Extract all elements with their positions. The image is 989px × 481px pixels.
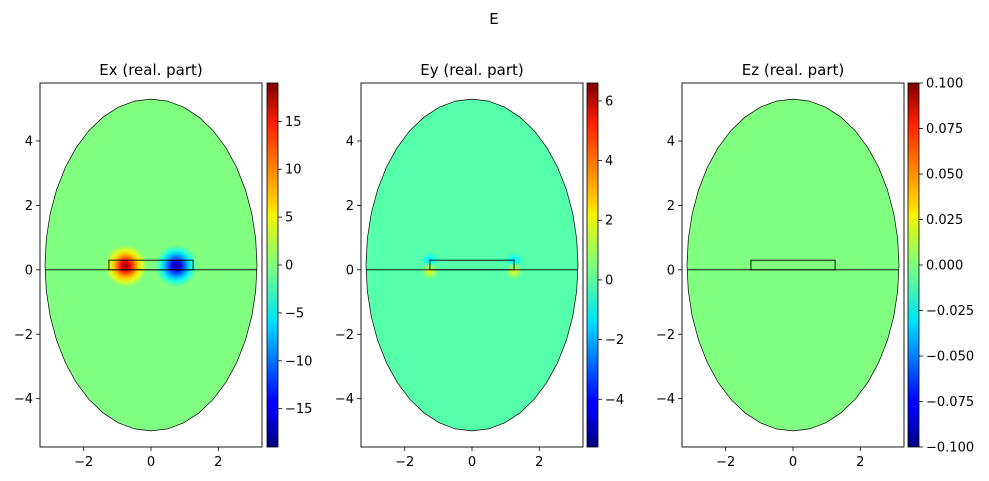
panel-title: Ey (real. part) bbox=[420, 61, 524, 79]
colorbar-tick-label: −15 bbox=[285, 402, 312, 417]
colorbar-tick-label: 6 bbox=[605, 94, 613, 109]
x-tick-label: 0 bbox=[468, 455, 476, 470]
panel-title: Ez (real. part) bbox=[742, 61, 845, 79]
y-tick-label: 0 bbox=[346, 263, 354, 278]
y-tick-label: 2 bbox=[667, 199, 675, 214]
field-map bbox=[366, 99, 578, 431]
y-tick-label: 4 bbox=[346, 134, 354, 149]
waveguide-outline bbox=[108, 259, 194, 271]
colorbar: 15 10 5 0 −5 −10 −15 bbox=[266, 82, 312, 448]
panel-3: Ez (real. part) −2 0 2 4 2 0 −2 −4 0.100 0.075 0.05… bbox=[656, 61, 974, 470]
field-peak bbox=[419, 262, 440, 281]
waveguide-outline bbox=[429, 259, 515, 271]
domain-outline bbox=[44, 98, 258, 432]
colorbar-tick-label: −10 bbox=[285, 354, 312, 369]
x-tick-label: 2 bbox=[535, 455, 543, 470]
field-peak bbox=[504, 262, 525, 281]
x-tick-label: 2 bbox=[856, 455, 864, 470]
panel-1: Ex (real. part) −2 0 2 4 2 0 −2 −4 15 10 5 0 −5 −10 −15 bbox=[14, 61, 313, 470]
colorbar-tick-label: 0.000 bbox=[926, 259, 963, 274]
colorbar-tick-label: 5 bbox=[285, 211, 293, 226]
panel-title: Ex (real. part) bbox=[99, 61, 203, 79]
field-background bbox=[687, 99, 899, 431]
colorbar-tick-label: −0.100 bbox=[926, 441, 974, 456]
colorbar-tick-label: −4 bbox=[605, 393, 624, 408]
y-tick-label: −2 bbox=[656, 328, 675, 343]
x-tick-label: 0 bbox=[147, 455, 155, 470]
colorbar-tick-label: 4 bbox=[605, 154, 613, 169]
colorbar-tick-label: 2 bbox=[605, 214, 613, 229]
y-tick-label: 2 bbox=[25, 199, 33, 214]
field-background bbox=[45, 99, 257, 431]
x-tick-label: −2 bbox=[74, 455, 93, 470]
colorbar-tick-label: −2 bbox=[605, 333, 624, 348]
field-background bbox=[366, 99, 578, 431]
y-tick-label: −2 bbox=[335, 328, 354, 343]
x-tick-label: 0 bbox=[789, 455, 797, 470]
domain-outline bbox=[686, 98, 900, 432]
panel-2: Ey (real. part) −2 0 2 4 2 0 −2 −4 6 4 2 0 −2 −4 bbox=[335, 61, 624, 470]
figure-title: E bbox=[489, 10, 498, 28]
colorbar-gradient bbox=[586, 82, 599, 448]
field-map bbox=[687, 99, 899, 431]
colorbar-tick-label: −0.050 bbox=[926, 350, 974, 365]
colorbar-tick-label: 0.050 bbox=[926, 168, 963, 183]
domain-outline bbox=[365, 98, 579, 432]
colorbar-tick-label: 0.075 bbox=[926, 122, 963, 137]
colorbar-tick-label: −5 bbox=[285, 306, 304, 321]
colorbar-tick-label: −0.075 bbox=[926, 395, 974, 410]
y-tick-label: 4 bbox=[25, 134, 33, 149]
x-tick-label: 2 bbox=[214, 455, 222, 470]
y-tick-label: 0 bbox=[25, 263, 33, 278]
colorbar-tick-label: −0.025 bbox=[926, 304, 974, 319]
colorbar-tick-label: 0.025 bbox=[926, 213, 963, 228]
colorbar-gradient bbox=[266, 82, 279, 448]
y-tick-label: −4 bbox=[14, 392, 33, 407]
y-tick-label: −2 bbox=[14, 328, 33, 343]
field-map bbox=[45, 99, 257, 431]
field-peak bbox=[154, 243, 199, 288]
colorbar-tick-label: 0 bbox=[605, 273, 613, 288]
x-tick-label: −2 bbox=[716, 455, 735, 470]
y-tick-label: −4 bbox=[656, 392, 675, 407]
field-peak bbox=[103, 243, 148, 288]
colorbar-tick-label: 0 bbox=[285, 259, 293, 274]
colorbar: 6 4 2 0 −2 −4 bbox=[586, 82, 624, 448]
y-tick-label: 2 bbox=[346, 199, 354, 214]
waveguide-outline bbox=[750, 259, 836, 271]
y-tick-label: 4 bbox=[667, 134, 675, 149]
colorbar-tick-label: 10 bbox=[285, 163, 302, 178]
x-tick-label: −2 bbox=[395, 455, 414, 470]
colorbar: 0.100 0.075 0.050 0.025 0.000 −0.025 −0.050 −0.… bbox=[907, 77, 974, 456]
colorbar-gradient bbox=[907, 82, 920, 448]
y-tick-label: 0 bbox=[667, 263, 675, 278]
colorbar-tick-label: 0.100 bbox=[926, 77, 963, 92]
colorbar-tick-label: 15 bbox=[285, 115, 302, 130]
y-tick-label: −4 bbox=[335, 392, 354, 407]
